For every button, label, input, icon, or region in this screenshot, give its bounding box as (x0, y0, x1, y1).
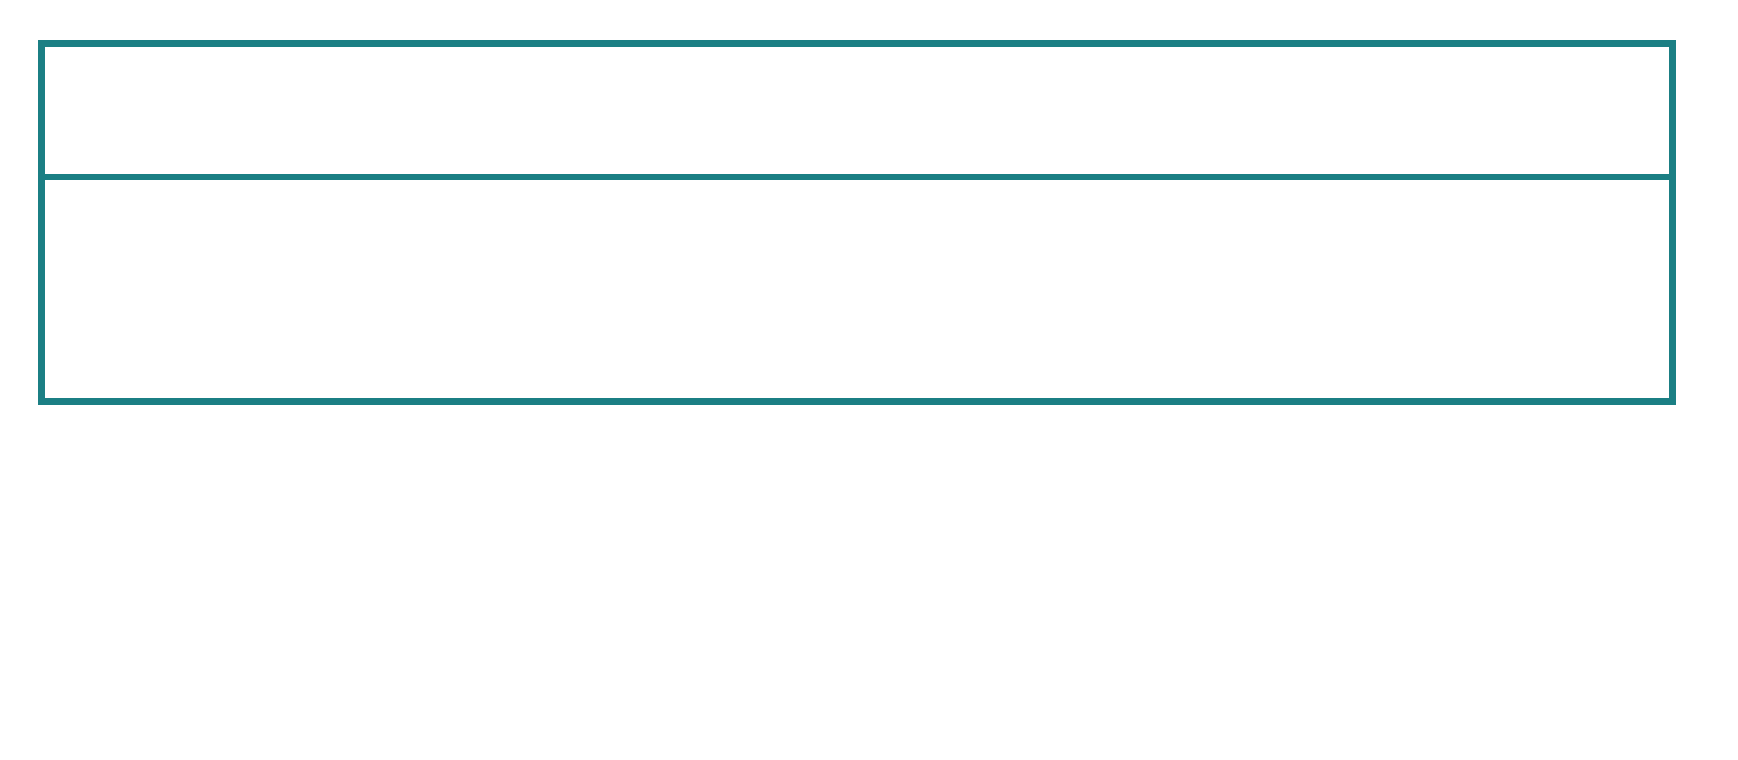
search-algorithm-table (38, 40, 1676, 405)
header-divider (45, 174, 1669, 180)
